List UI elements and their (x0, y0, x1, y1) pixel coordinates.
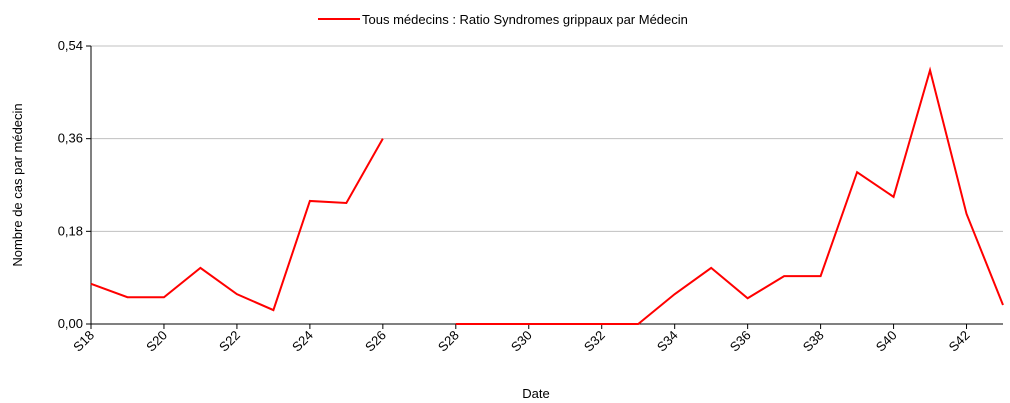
y-tick-label: 0,18 (58, 223, 83, 238)
y-tick-label: 0,00 (58, 316, 83, 331)
x-tick-label: S30 (508, 328, 535, 355)
x-tick-label: S40 (873, 328, 900, 355)
y-tick-label: 0,54 (58, 38, 83, 53)
x-tick-label: S28 (435, 328, 462, 355)
x-tick-label: S22 (216, 328, 243, 355)
x-tick-label: S20 (143, 328, 170, 355)
x-tick-label: S32 (581, 328, 608, 355)
x-tick-label: S42 (946, 328, 973, 355)
series-line (90, 66, 1004, 325)
y-axis-label: Nombre de cas par médecin (10, 103, 25, 266)
x-tick-label: S36 (727, 328, 754, 355)
x-tick-label: S26 (362, 328, 389, 355)
x-tick-label: S24 (289, 328, 316, 355)
x-tick-label: S34 (654, 328, 681, 355)
x-axis-label: Date (522, 386, 549, 401)
legend-label: Tous médecins : Ratio Syndromes grippaux… (362, 12, 688, 27)
y-tick-label: 0,36 (58, 131, 83, 146)
x-tick-label: S38 (800, 328, 827, 355)
x-tick-label: S18 (70, 328, 97, 355)
